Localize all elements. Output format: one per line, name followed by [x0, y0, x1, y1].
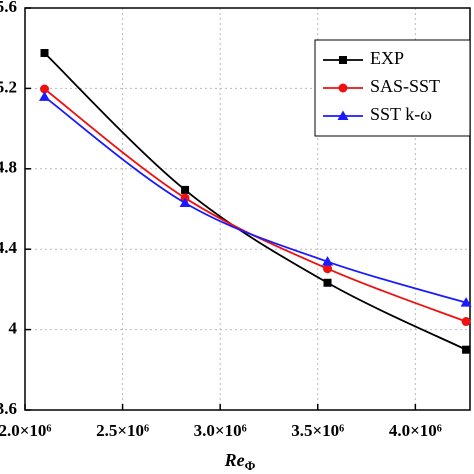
x-axis-label: ReΦ — [224, 450, 256, 473]
marker — [323, 278, 332, 287]
x-tick-label: 2.5×10⁶ — [96, 421, 149, 440]
y-tick-label: 5.6 — [0, 0, 17, 16]
x-label-main: Re — [224, 450, 245, 470]
y-tick-label: 4 — [9, 319, 18, 338]
marker — [462, 345, 471, 354]
y-tick-label: 5.2 — [0, 77, 17, 96]
marker — [40, 84, 50, 94]
marker — [337, 110, 349, 120]
x-tick-label: 3.0×10⁶ — [194, 421, 247, 440]
marker — [339, 56, 347, 64]
marker — [460, 297, 472, 307]
x-tick-label: 4.0×10⁶ — [389, 421, 442, 440]
y-tick-label: 3.6 — [0, 399, 17, 418]
plot-frame — [24, 7, 471, 411]
marker — [40, 49, 49, 58]
marker — [322, 256, 334, 266]
y-tick-label: 4.4 — [0, 238, 18, 257]
marker — [323, 264, 333, 274]
legend-label: SAS-SST — [370, 76, 440, 96]
series-line — [43, 52, 467, 351]
legend-label: SST k-ω — [370, 104, 432, 124]
y-tick-label: 4.8 — [0, 158, 17, 177]
marker — [461, 317, 471, 327]
marker — [338, 83, 348, 93]
legend-label: EXP — [370, 48, 404, 68]
marker — [181, 185, 190, 194]
marker — [39, 91, 51, 101]
x-tick-label: 3.5×10⁶ — [291, 421, 344, 440]
marker — [179, 197, 191, 207]
x-tick-label: 2.0×10⁶ — [0, 421, 52, 440]
x-label-subscript: Φ — [245, 458, 256, 473]
series-line — [43, 96, 467, 304]
